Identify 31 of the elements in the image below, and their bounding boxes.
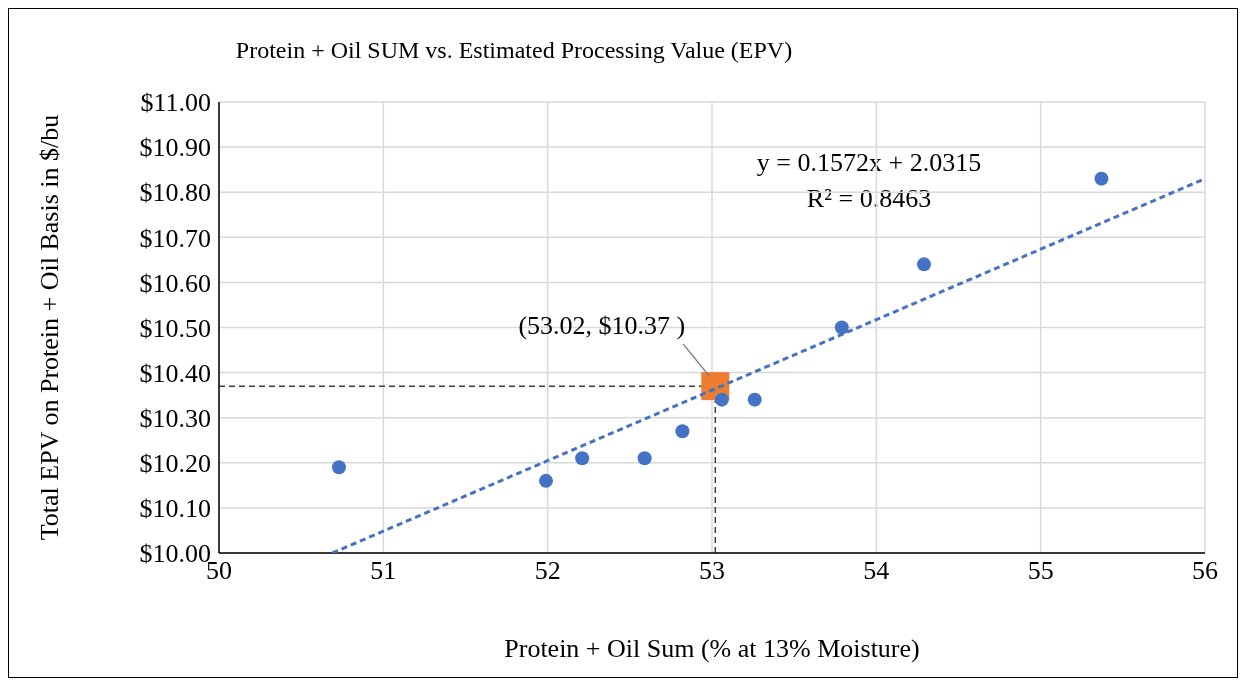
y-tick-label: $10.20 — [139, 449, 211, 479]
point — [331, 460, 346, 475]
y-tick-label: $10.80 — [139, 178, 211, 208]
point — [637, 451, 652, 466]
point — [539, 473, 554, 488]
y-axis-title: Total EPV on Protein + Oil Basis in $/bu — [35, 114, 65, 541]
y-tick-label: $10.90 — [139, 133, 211, 163]
point — [916, 257, 931, 272]
chart-title: Protein + Oil SUM vs. Estimated Processing Value (EPV) — [234, 37, 794, 64]
point — [575, 451, 590, 466]
y-tick-label: $11.00 — [140, 88, 211, 118]
x-tick-label: 54 — [863, 556, 890, 586]
annotation: y = 0.1572x + 2.0315 — [755, 147, 983, 179]
annotation: (53.02, $10.37 ) — [518, 311, 686, 341]
point — [675, 424, 690, 439]
x-tick-label: 51 — [370, 556, 397, 586]
x-tick-label: 52 — [534, 556, 561, 586]
x-tick-label: 56 — [1192, 556, 1218, 586]
x-axis-title: Protein + Oil Sum (% at 13% Moisture) — [504, 634, 920, 663]
y-tick-label: $10.70 — [139, 223, 211, 253]
point — [1094, 171, 1109, 186]
x-tick-label: 55 — [1027, 556, 1054, 586]
x-tick-label: 53 — [699, 556, 725, 586]
point — [834, 320, 849, 335]
y-tick-label: $10.40 — [139, 358, 211, 388]
point — [747, 392, 762, 407]
y-tick-label: $10.60 — [139, 268, 211, 298]
y-tick-label: $10.30 — [139, 403, 211, 433]
y-tick-label: $10.50 — [139, 313, 211, 343]
point — [714, 392, 729, 407]
y-tick-label: $10.10 — [139, 494, 211, 524]
